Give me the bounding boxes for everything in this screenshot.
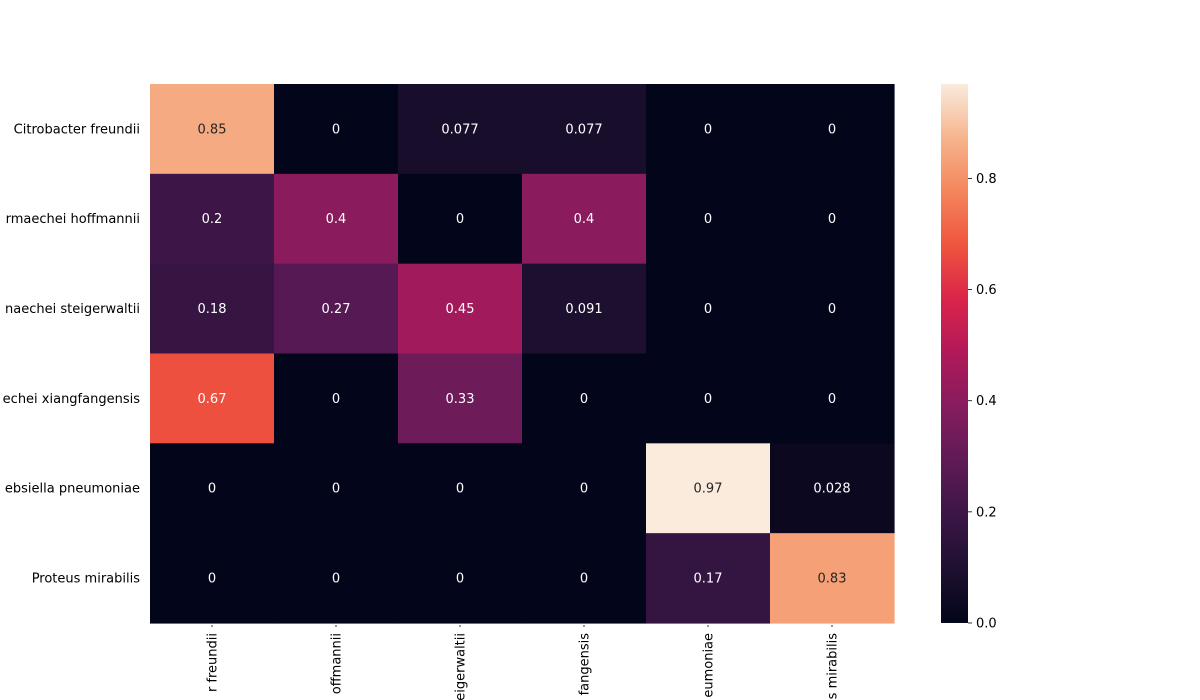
- heatmap-cell-r2-c2: [398, 263, 523, 355]
- colorbar-tick-label-0: 0.0: [976, 616, 997, 631]
- colorbar-tick-label-2: 0.4: [976, 394, 997, 409]
- cell-value-label-r5-c1: 0: [332, 572, 340, 587]
- cell-value-label-r0-c4: 0: [704, 122, 712, 137]
- cell-value-label-r0-c2: 0.077: [441, 122, 478, 137]
- cell-value-label-r5-c5: 0.83: [818, 572, 847, 587]
- cell-value-label-r0-c0: 0.85: [198, 122, 227, 137]
- cell-value-label-r1-c0: 0.2: [202, 212, 223, 227]
- cell-value-label-r3-c1: 0: [332, 392, 340, 407]
- heatmap-cell-r5-c3: [522, 533, 647, 624]
- heatmap-cell-r5-c5: [770, 533, 895, 624]
- cell-value-label-r1-c1: 0.4: [326, 212, 347, 227]
- heatmap-cell-r3-c4: [646, 353, 771, 444]
- colorbar-tick-label-4: 0.8: [976, 172, 997, 187]
- row-label-1: rmaechei hoffmannii: [6, 212, 140, 227]
- cell-value-label-r0-c3: 0.077: [565, 122, 602, 137]
- heatmap-cell-r5-c2: [398, 533, 523, 624]
- heatmap-cell-r1-c0: [150, 173, 275, 265]
- cell-value-label-r1-c3: 0.4: [574, 212, 595, 227]
- heatmap-cell-r0-c1: [274, 84, 399, 175]
- heatmap-cell-r4-c0: [150, 443, 275, 534]
- heatmap-cell-r0-c0: [150, 84, 275, 175]
- cell-value-labels: 0.85 0 0.077 0.077 0 0 0.2 0.4 0 0.4 0 0 0.18 0.27 0.4…: [198, 122, 851, 586]
- row-labels: Citrobacter freundii rmaechei hoffmannii n…: [3, 122, 141, 587]
- row-label-0: Citrobacter freundii: [14, 122, 140, 137]
- heatmap-cell-r5-c0: [150, 533, 275, 624]
- cell-value-label-r5-c4: 0.17: [694, 572, 723, 587]
- cell-value-label-r4-c2: 0: [456, 482, 464, 497]
- heatmap-cell-r1-c5: [770, 173, 895, 265]
- cell-value-label-r2-c0: 0.18: [198, 302, 227, 317]
- cell-value-label-r4-c3: 0: [580, 482, 588, 497]
- heatmap-cell-r5-c4: [646, 533, 771, 624]
- heatmap-cell-r3-c3: [522, 353, 647, 444]
- colorbar-tick-label-3: 0.6: [976, 283, 997, 298]
- heatmap-cell-r3-c0: [150, 353, 275, 444]
- cell-value-label-r0-c5: 0: [828, 122, 836, 137]
- row-label-5: Proteus mirabilis: [32, 572, 141, 587]
- heatmap-cell-r4-c1: [274, 443, 399, 534]
- heatmap-cell-r1-c2: [398, 173, 523, 265]
- colorbar-gradient: [941, 84, 968, 623]
- column-labels: r freundii offmannii eigerwaltii fangensis e…: [206, 624, 841, 700]
- colorbar-tick-label-1: 0.2: [976, 505, 997, 520]
- heatmap-cell-r3-c1: [274, 353, 399, 444]
- heatmap-cell-r4-c5: [770, 443, 895, 534]
- heatmap-cell-r5-c1: [274, 533, 399, 624]
- colorbar-ticks: 0.0 0.2 0.4 0.6 0.8: [968, 172, 997, 631]
- cell-value-label-r2-c5: 0: [828, 302, 836, 317]
- heatmap-cells: [150, 84, 895, 624]
- cell-value-label-r5-c3: 0: [580, 572, 588, 587]
- cell-value-label-r4-c0: 0: [208, 482, 216, 497]
- cell-value-label-r1-c4: 0: [704, 212, 712, 227]
- heatmap-cell-r0-c3: [522, 84, 647, 175]
- heatmap-cell-r3-c5: [770, 353, 895, 444]
- cell-value-label-r5-c0: 0: [208, 572, 216, 587]
- cell-value-label-r2-c2: 0.45: [446, 302, 475, 317]
- row-label-2: naechei steigerwaltii: [5, 302, 140, 317]
- col-label-4: eumoniae: [702, 633, 717, 698]
- cell-value-label-r5-c2: 0: [456, 572, 464, 587]
- col-label-2: eigerwaltii: [454, 633, 469, 700]
- cell-value-label-r4-c1: 0: [332, 482, 340, 497]
- col-label-5: s mirabilis: [826, 633, 841, 700]
- heatmap-cell-r2-c1: [274, 263, 399, 355]
- row-label-4: ebsiella pneumoniae: [5, 482, 140, 497]
- cell-value-label-r4-c4: 0.97: [694, 482, 723, 497]
- cell-value-label-r3-c2: 0.33: [446, 392, 475, 407]
- heatmap-cell-r1-c1: [274, 173, 399, 265]
- cell-value-label-r2-c3: 0.091: [565, 302, 602, 317]
- heatmap-cell-r0-c2: [398, 84, 523, 175]
- cell-value-label-r3-c5: 0: [828, 392, 836, 407]
- heatmap-cell-r3-c2: [398, 353, 523, 444]
- col-label-1: offmannii: [330, 633, 345, 694]
- colorbar: 0.0 0.2 0.4 0.6 0.8: [941, 84, 997, 631]
- heatmap-cell-r2-c0: [150, 263, 275, 355]
- heatmap-cell-r4-c2: [398, 443, 523, 534]
- col-label-3: fangensis: [578, 633, 593, 696]
- heatmap-cell-r2-c4: [646, 263, 771, 355]
- cell-value-label-r2-c1: 0.27: [322, 302, 351, 317]
- cell-value-label-r3-c0: 0.67: [198, 392, 227, 407]
- cell-value-label-r3-c3: 0: [580, 392, 588, 407]
- cell-value-label-r0-c1: 0: [332, 122, 340, 137]
- heatmap-cell-r4-c4: [646, 443, 771, 534]
- heatmap-cell-r1-c3: [522, 173, 647, 265]
- cell-value-label-r2-c4: 0: [704, 302, 712, 317]
- cell-value-label-r4-c5: 0.028: [813, 482, 850, 497]
- heatmap-cell-r2-c5: [770, 263, 895, 355]
- cell-value-label-r1-c5: 0: [828, 212, 836, 227]
- heatmap-cell-r0-c5: [770, 84, 895, 175]
- row-label-3: echei xiangfangensis: [3, 392, 141, 407]
- heatmap-cell-r1-c4: [646, 173, 771, 265]
- col-label-0: r freundii: [206, 633, 221, 692]
- heatmap-cell-r4-c3: [522, 443, 647, 534]
- heatmap-cell-r0-c4: [646, 84, 771, 175]
- heatmap-cell-r2-c3: [522, 263, 647, 355]
- cell-value-label-r1-c2: 0: [456, 212, 464, 227]
- cell-value-label-r3-c4: 0: [704, 392, 712, 407]
